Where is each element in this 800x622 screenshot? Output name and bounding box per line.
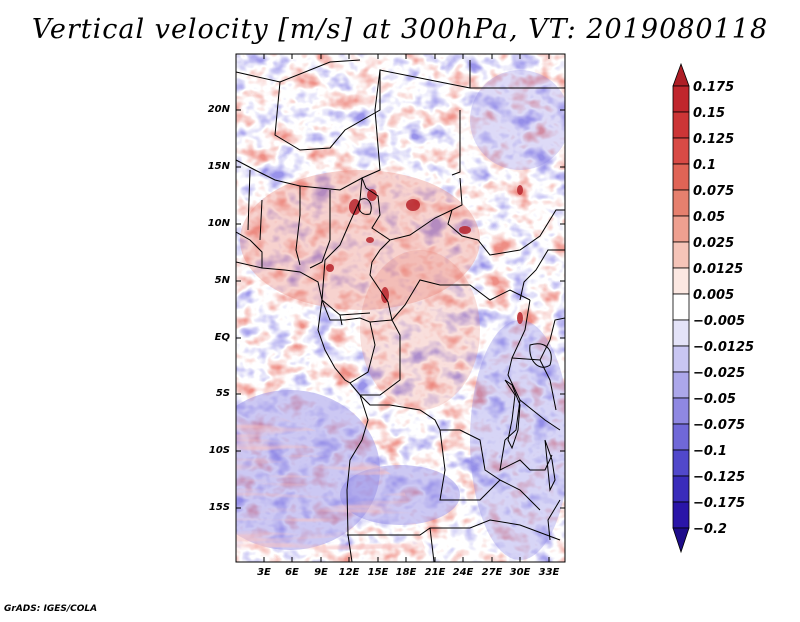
- colorbar-segment: [672, 215, 690, 243]
- lon-label-27e: 27E: [481, 567, 503, 578]
- colorbar-label-16: −0.175: [693, 496, 746, 511]
- lon-label-30e: 30E: [509, 567, 531, 578]
- colorbar-label-10: −0.0125: [693, 340, 755, 355]
- colorbar-segment: [672, 371, 690, 399]
- colorbar-label-17: −0.2: [693, 522, 727, 537]
- colorbar-label-12: −0.05: [693, 392, 736, 407]
- colorbar-label-2: 0.125: [693, 132, 735, 147]
- colorbar-segment: [672, 137, 690, 165]
- lon-label-33e: 33E: [538, 567, 560, 578]
- lat-label-10n: 10N: [207, 218, 230, 229]
- lat-label-5n: 5N: [214, 275, 230, 286]
- lon-label-12e: 12E: [338, 567, 360, 578]
- colorbar-label-5: 0.05: [693, 210, 726, 225]
- latitude-ticks: [236, 109, 565, 509]
- map-frame: [235, 53, 566, 563]
- colorbar-segment: [672, 345, 690, 373]
- colorbar-bottom-arrow: [672, 527, 690, 554]
- lon-label-15e: 15E: [367, 567, 389, 578]
- lon-label-6e: 6E: [285, 567, 299, 578]
- colorbar-segment: [672, 267, 690, 295]
- colorbar-label-7: 0.0125: [693, 262, 744, 277]
- colorbar-segment: [672, 475, 690, 503]
- lon-label-3e: 3E: [257, 567, 271, 578]
- lon-label-9e: 9E: [314, 567, 328, 578]
- colorbar-segment: [672, 85, 690, 113]
- colorbar-label-1: 0.15: [693, 106, 726, 121]
- colorbar-segment: [672, 111, 690, 139]
- lat-label-5s: 5S: [215, 388, 230, 399]
- colorbar-segment: [672, 449, 690, 477]
- lat-label-20n: 20N: [207, 104, 230, 115]
- colorbar-label-4: 0.075: [693, 184, 735, 199]
- lon-label-18e: 18E: [395, 567, 417, 578]
- lon-label-24e: 24E: [452, 567, 474, 578]
- lat-label-15n: 15N: [207, 161, 230, 172]
- colorbar-label-9: −0.005: [693, 314, 746, 329]
- colorbar-segment: [672, 319, 690, 347]
- colorbar-label-13: −0.075: [693, 418, 746, 433]
- colorbar-segment: [672, 163, 690, 191]
- colorbar-label-6: 0.025: [693, 236, 735, 251]
- colorbar-label-14: −0.1: [693, 444, 727, 459]
- colorbar-segment: [672, 241, 690, 269]
- colorbar-label-0: 0.175: [693, 80, 735, 95]
- colorbar-label-8: 0.005: [693, 288, 735, 303]
- lat-label-10s: 10S: [208, 445, 230, 456]
- colorbar: [672, 62, 690, 554]
- colorbar-segment: [672, 423, 690, 451]
- longitude-ticks: [263, 54, 550, 562]
- colorbar-top-arrow: [672, 62, 690, 87]
- colorbar-segment: [672, 501, 690, 529]
- map-title: Vertical velocity [m/s] at 300hPa, VT: 2…: [31, 14, 769, 45]
- colorbar-segment: [672, 189, 690, 217]
- colorbar-label-3: 0.1: [693, 158, 717, 173]
- vertical-velocity-field: [236, 54, 565, 562]
- grads-credit: GrADS: IGES/COLA: [4, 604, 98, 614]
- colorbar-segment: [672, 293, 690, 321]
- lat-label-eq: EQ: [214, 332, 230, 343]
- country-borders: [236, 59, 565, 562]
- lat-label-15s: 15S: [208, 502, 230, 513]
- colorbar-segment: [672, 397, 690, 425]
- lon-label-21e: 21E: [424, 567, 446, 578]
- colorbar-label-15: −0.125: [693, 470, 746, 485]
- colorbar-label-11: −0.025: [693, 366, 746, 381]
